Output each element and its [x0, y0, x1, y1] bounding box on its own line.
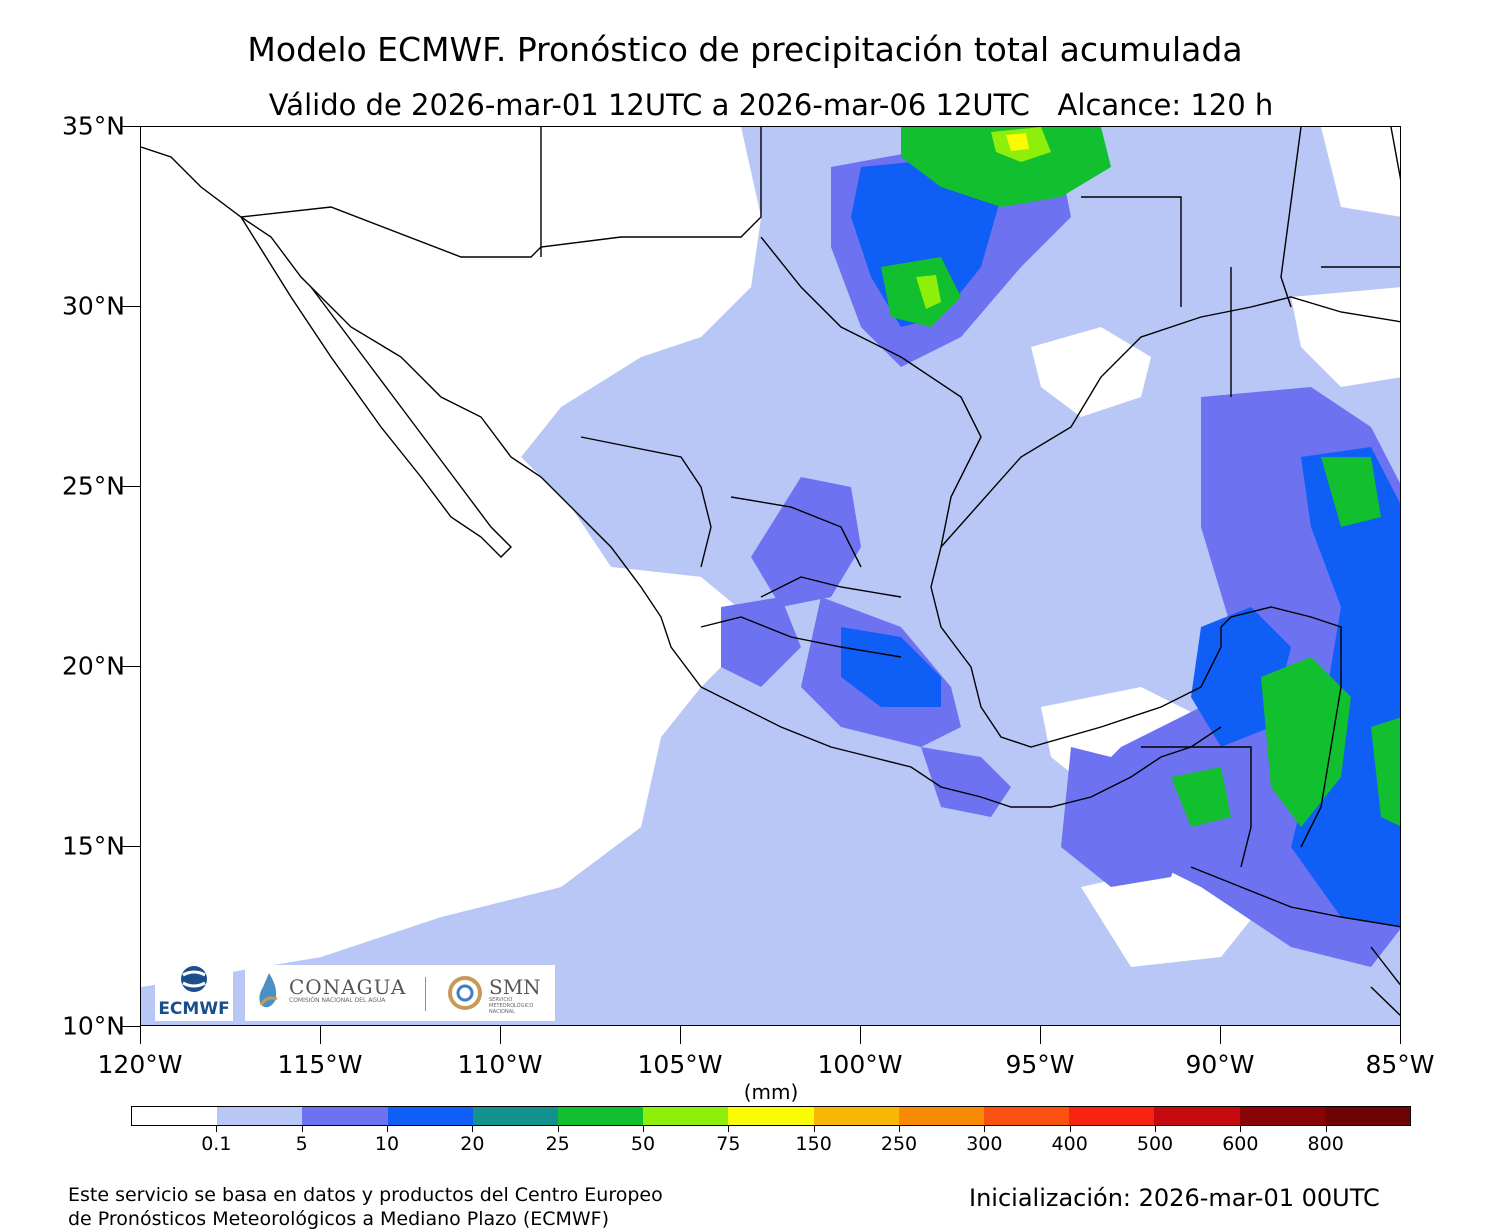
colorbar-tick: [1240, 1126, 1242, 1132]
colorbar-label: 0.1: [201, 1133, 232, 1155]
ecmwf-emblem-icon: [181, 966, 207, 992]
lat-tick: [122, 666, 140, 667]
colorbar-tick: [472, 1126, 474, 1132]
colorbar-label: 250: [880, 1133, 918, 1155]
colorbar-segment: [558, 1107, 644, 1125]
dry-patches: [141, 127, 1400, 987]
lon-label: 105°W: [637, 1050, 723, 1079]
lon-label: 110°W: [457, 1050, 543, 1079]
ecmwf-logo-text: ECMWF: [158, 999, 230, 1019]
lat-label: 20°N: [61, 651, 125, 681]
colorbar-segment: [302, 1107, 388, 1125]
lat-tick: [122, 846, 140, 847]
colorbar-segment: [1154, 1107, 1240, 1125]
precip-yellow: [1006, 133, 1029, 151]
lon-label: 100°W: [817, 1050, 903, 1079]
conagua-smn-logo: CONAGUA COMISIÓN NACIONAL DEL AGUA SMN S…: [245, 965, 555, 1021]
colorbar-segment: [1069, 1107, 1155, 1125]
lon-tick: [680, 1026, 681, 1044]
lat-label: 30°N: [61, 291, 125, 321]
lon-tick: [500, 1026, 501, 1044]
map-title: Modelo ECMWF. Pronóstico de precipitació…: [247, 30, 1243, 69]
colorbar-segment: [217, 1107, 303, 1125]
lon-tick: [860, 1026, 861, 1044]
colorbar-tick: [643, 1126, 644, 1132]
colorbar-label: 600: [1222, 1133, 1259, 1155]
colorbar-segment: [387, 1107, 473, 1125]
lon-label: 120°W: [97, 1050, 183, 1079]
colorbar-segment: [728, 1107, 814, 1125]
colorbar-segment: [132, 1107, 218, 1125]
precipitation-map: [140, 126, 1401, 1026]
colorbar-label: 75: [716, 1133, 741, 1155]
lat-label: 15°N: [61, 831, 125, 861]
lat-label: 25°N: [61, 471, 125, 501]
colorbar-label: 300: [966, 1133, 1003, 1155]
colorbar-segment: [813, 1107, 899, 1125]
colorbar-tick: [1325, 1126, 1327, 1132]
precip-colorbar: [131, 1106, 1411, 1126]
colorbar-label: 20: [460, 1133, 485, 1155]
colorbar-tick: [387, 1126, 388, 1132]
colorbar-segment: [1239, 1107, 1325, 1125]
colorbar-label: 25: [545, 1133, 570, 1155]
colorbar-tick: [813, 1126, 815, 1132]
colorbar-tick: [557, 1126, 559, 1132]
colorbar-tick: [216, 1126, 218, 1132]
init-time: Inicialización: 2026-mar-01 00UTC: [969, 1184, 1380, 1212]
lon-tick: [140, 1026, 141, 1044]
colorbar-segment: [1324, 1107, 1411, 1125]
lat-label: 35°N: [61, 111, 125, 141]
lon-tick: [320, 1026, 321, 1044]
lon-label: 85°W: [1365, 1050, 1435, 1079]
lat-tick: [122, 306, 140, 307]
colorbar-segment: [984, 1107, 1070, 1125]
lat-tick: [122, 486, 140, 487]
colorbar-tick: [899, 1126, 900, 1132]
colorbar-tick: [984, 1126, 986, 1132]
smn-logo-text: SMN: [489, 975, 541, 999]
lat-tick: [122, 1026, 140, 1027]
colorbar-tick: [301, 1126, 303, 1132]
logo-divider: [425, 977, 426, 1011]
lon-tick: [1040, 1026, 1041, 1044]
lon-label: 90°W: [1185, 1050, 1255, 1079]
ecmwf-logo: ECMWF: [155, 965, 233, 1021]
lon-tick: [1220, 1026, 1221, 1044]
colorbar-tick: [728, 1126, 730, 1132]
map-subtitle: Válido de 2026-mar-01 12UTC a 2026-mar-0…: [268, 88, 1274, 122]
colorbar-tick: [1069, 1126, 1071, 1132]
colorbar-tick: [1155, 1126, 1156, 1132]
colorbar-label: 50: [630, 1133, 656, 1155]
colorbar-segment: [898, 1107, 985, 1125]
smn-logo-subtext: SERVICIO METEOROLÓGICO NACIONAL: [489, 997, 534, 1015]
conagua-logo-subtext: COMISIÓN NACIONAL DEL AGUA: [289, 997, 386, 1004]
credit-line-1: Este servicio se basa en datos y product…: [68, 1184, 663, 1206]
colorbar-label: 400: [1051, 1133, 1088, 1155]
lon-label: 115°W: [277, 1050, 363, 1079]
colorbar-label: 500: [1136, 1133, 1174, 1155]
legend-units: (mm): [743, 1080, 799, 1104]
credit-line-2: de Pronósticos Meteorológicos a Mediano …: [68, 1208, 610, 1230]
lon-label: 95°W: [1005, 1050, 1075, 1079]
colorbar-segment: [472, 1107, 559, 1125]
smn-spiral-icon: [448, 976, 482, 1010]
lat-label: 10°N: [61, 1011, 125, 1041]
lon-tick: [1400, 1026, 1401, 1044]
colorbar-label: 800: [1307, 1133, 1344, 1155]
colorbar-segment: [643, 1107, 729, 1125]
precip-green: [881, 127, 1400, 827]
colorbar-label: 5: [295, 1133, 308, 1155]
conagua-drop-icon: [259, 973, 278, 1008]
conagua-logo-text: CONAGUA: [289, 975, 407, 999]
colorbar-label: 150: [795, 1133, 832, 1155]
colorbar-label: 10: [374, 1133, 400, 1155]
boundaries: [141, 127, 1400, 1017]
logos-panel: ECMWF CONAGUA COMISIÓN NACIONAL DEL AGUA…: [155, 965, 555, 1021]
credit-text: Este servicio se basa en datos y product…: [68, 1183, 663, 1231]
map-canvas: [141, 127, 1400, 1025]
lat-tick: [122, 126, 140, 127]
